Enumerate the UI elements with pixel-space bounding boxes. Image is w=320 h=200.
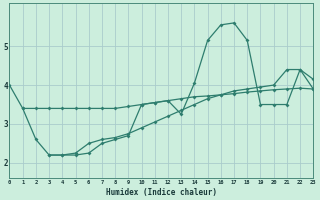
X-axis label: Humidex (Indice chaleur): Humidex (Indice chaleur) <box>106 188 217 197</box>
